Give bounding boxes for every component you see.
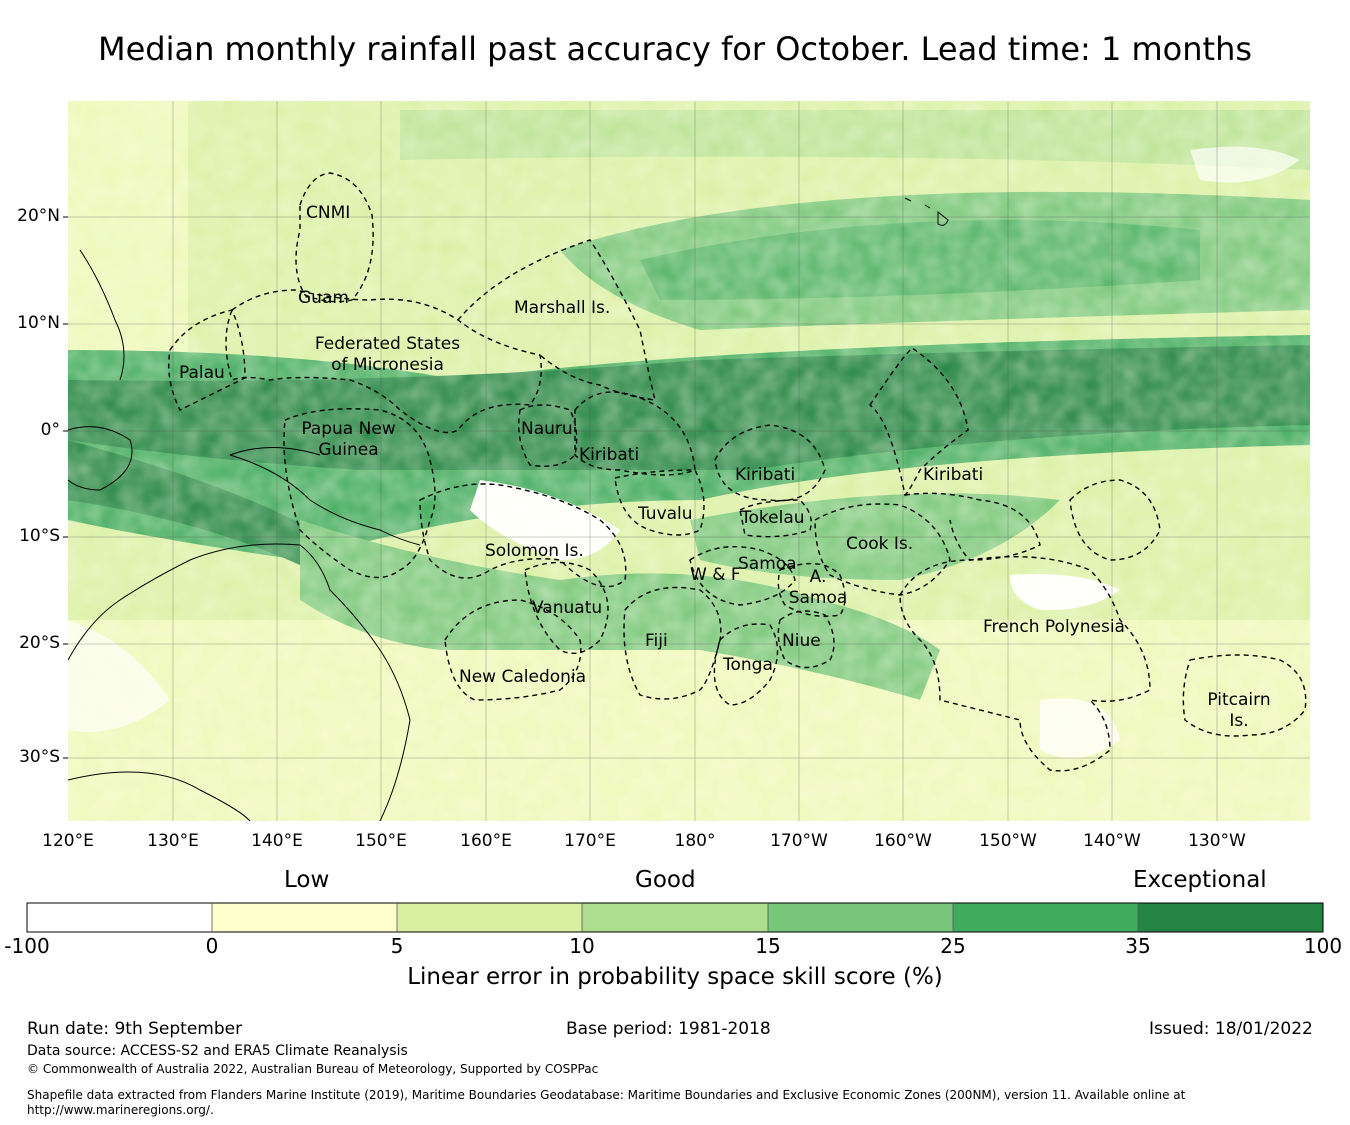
lat-label: 20°N <box>17 206 60 226</box>
lat-label: 10°S <box>19 526 60 546</box>
region-label-kiribati-east: Kiribati <box>923 465 984 485</box>
run-date: Run date: 9th September <box>27 1019 243 1039</box>
region-label-wallis-futuna: W & F <box>690 565 741 585</box>
colorbar-tick: 15 <box>755 934 781 958</box>
region-label-solomon-islands: Solomon Is. <box>485 541 584 561</box>
region-label-cook-islands: Cook Is. <box>846 534 914 554</box>
data-source: Data source: ACCESS-S2 and ERA5 Climate … <box>27 1043 408 1059</box>
lon-label: 130°W <box>1188 831 1246 851</box>
colorbar-tick: 10 <box>569 934 595 958</box>
colorbar-tick: 5 <box>390 934 404 958</box>
region-label-cnmi: CNMI <box>306 203 351 223</box>
lon-label: 150°W <box>979 831 1037 851</box>
region-label-tokelau: Tokelau <box>741 508 805 528</box>
copyright: © Commonwealth of Australia 2022, Austra… <box>27 1062 599 1076</box>
shapefile-credit: Shapefile data extracted from Flanders M… <box>27 1088 1186 1102</box>
region-label-kiribati-west: Kiribati <box>579 445 640 465</box>
shapefile-url: http://www.marineregions.org/. <box>27 1103 214 1117</box>
lon-label: 160°W <box>874 831 932 851</box>
lon-label: 140°W <box>1083 831 1141 851</box>
lon-label: 120°E <box>42 831 94 851</box>
legend-category-good: Good <box>635 867 696 893</box>
colorbar-tick: 35 <box>1125 934 1151 958</box>
lon-label: 170°E <box>564 831 616 851</box>
lon-label: 180° <box>674 831 716 851</box>
region-label-new-caledonia: New Caledonia <box>459 667 587 687</box>
issued-date: Issued: 18/01/2022 <box>1149 1019 1313 1039</box>
region-label-fiji: Fiji <box>645 631 668 651</box>
new-guinea-coastline <box>229 447 421 546</box>
lat-label: 0° <box>40 420 60 440</box>
lon-label: 140°E <box>251 831 303 851</box>
lat-label: 20°S <box>19 633 60 653</box>
lat-label: 10°N <box>17 313 60 333</box>
region-label-tuvalu: Tuvalu <box>638 504 693 524</box>
region-label-guam: Guam <box>298 288 349 308</box>
colorbar-tick: 25 <box>940 934 966 958</box>
lon-label: 150°E <box>355 831 407 851</box>
region-label-american-samoa: A. Samoa <box>788 567 848 608</box>
legend-category-exceptional: Exceptional <box>1133 867 1267 893</box>
lat-label: 30°S <box>19 747 60 767</box>
region-label-papua-new-guinea: Papua New Guinea <box>301 419 396 460</box>
borneo-coastline <box>68 426 133 491</box>
region-label-palau: Palau <box>179 363 225 383</box>
region-label-samoa: Samoa <box>738 554 797 574</box>
colorbar-tick: 0 <box>205 934 219 958</box>
philippines-coastline <box>79 249 125 381</box>
colorbar-tick: 100 <box>1303 934 1343 958</box>
colorbar <box>26 902 1324 933</box>
region-label-marshall-islands: Marshall Is. <box>514 298 611 318</box>
lon-label: 160°E <box>460 831 512 851</box>
region-label-pitcairn-islands: Pitcairn Is. <box>1207 690 1271 731</box>
base-period: Base period: 1981-2018 <box>566 1019 771 1039</box>
hawaii-coastline <box>904 197 949 226</box>
lon-label: 170°W <box>770 831 828 851</box>
colorbar-tick: -100 <box>4 934 50 958</box>
region-label-tonga: Tonga <box>723 655 773 675</box>
region-label-french-polynesia: French Polynesia <box>983 617 1125 637</box>
region-label-vanuatu: Vanuatu <box>532 598 603 618</box>
lon-label: 130°E <box>147 831 199 851</box>
region-label-niue: Niue <box>782 631 821 651</box>
legend-category-low: Low <box>284 867 330 893</box>
skill-field <box>68 101 1310 821</box>
region-label-micronesia: Federated States of Micronesia <box>314 334 461 375</box>
region-label-kiribati-central: Kiribati <box>735 465 796 485</box>
colorbar-label: Linear error in probability space skill … <box>407 964 943 990</box>
chart-title: Median monthly rainfall past accuracy fo… <box>97 30 1253 68</box>
region-label-nauru: Nauru <box>521 419 573 439</box>
eez-boundaries <box>168 172 1307 772</box>
australia-coastline <box>68 543 411 821</box>
